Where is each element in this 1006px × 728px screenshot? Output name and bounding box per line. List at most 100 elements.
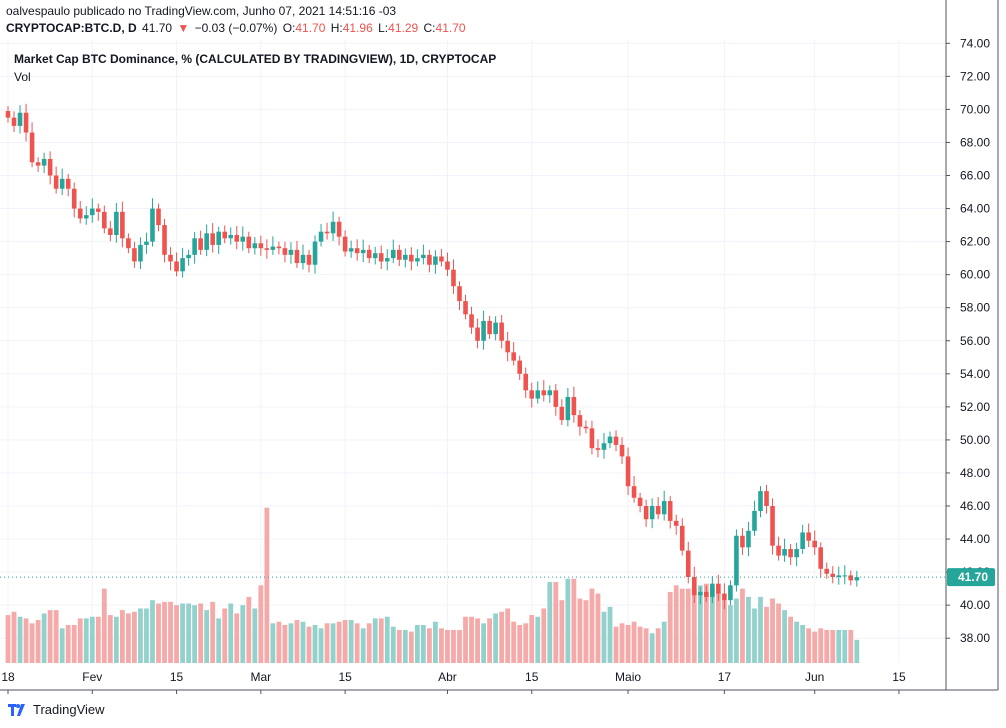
volume-bar bbox=[679, 588, 685, 663]
volume-bar bbox=[475, 618, 480, 663]
candle bbox=[336, 221, 342, 237]
candle bbox=[535, 390, 541, 399]
footer[interactable]: TradingView bbox=[8, 702, 105, 717]
candle bbox=[511, 352, 516, 361]
low-label: L: bbox=[378, 21, 389, 35]
candle bbox=[65, 178, 71, 189]
candle bbox=[818, 547, 823, 569]
candle bbox=[216, 231, 221, 245]
candle bbox=[637, 497, 643, 507]
volume-bar bbox=[246, 596, 252, 663]
volume-bar bbox=[156, 603, 161, 663]
volume-bar bbox=[734, 598, 739, 663]
candle bbox=[722, 593, 727, 601]
close-label: C: bbox=[423, 21, 436, 35]
candle bbox=[324, 231, 330, 234]
volume-bar bbox=[312, 624, 318, 663]
volume-bar bbox=[216, 618, 222, 663]
candle bbox=[517, 360, 522, 374]
volume-bar bbox=[553, 582, 559, 663]
volume-bar bbox=[637, 626, 643, 663]
y-tick-label: 50.00 bbox=[960, 433, 990, 447]
candle bbox=[607, 436, 613, 444]
candle bbox=[41, 158, 47, 166]
candle bbox=[198, 238, 203, 250]
volume-bar bbox=[764, 606, 769, 663]
volume-bar bbox=[577, 598, 583, 663]
candle bbox=[270, 246, 276, 250]
candle bbox=[276, 246, 282, 249]
candle bbox=[35, 162, 41, 166]
volume-bar bbox=[493, 613, 499, 663]
volume-bar bbox=[168, 601, 173, 663]
candle bbox=[246, 236, 252, 249]
candle bbox=[348, 248, 354, 252]
candle bbox=[830, 573, 836, 578]
publish-info: oalvespaulo publicado no TradingView.com… bbox=[6, 4, 397, 18]
candle bbox=[11, 117, 17, 126]
x-tick-label: Mar bbox=[251, 670, 272, 684]
footer-brand: TradingView bbox=[33, 702, 105, 717]
candle bbox=[390, 249, 396, 259]
candle bbox=[126, 238, 131, 249]
candle bbox=[770, 506, 775, 546]
candle bbox=[842, 575, 848, 577]
volume-bar bbox=[505, 608, 511, 663]
volume-bar bbox=[559, 600, 565, 663]
volume-bar bbox=[715, 591, 721, 663]
volume-bar bbox=[276, 621, 282, 663]
candle bbox=[174, 261, 179, 272]
volume-bar bbox=[433, 621, 438, 663]
volume-bar bbox=[673, 585, 679, 663]
x-tick-label: 18 bbox=[1, 670, 15, 684]
close-value: 41.70 bbox=[435, 21, 466, 35]
volume-bar bbox=[264, 507, 270, 663]
y-tick-label: 40.00 bbox=[960, 598, 990, 612]
candle bbox=[312, 241, 318, 265]
volume-bar bbox=[59, 628, 65, 663]
volume-bar bbox=[848, 629, 854, 663]
volume-bar bbox=[806, 628, 812, 663]
volume-bar bbox=[842, 629, 848, 663]
volume-bar bbox=[481, 623, 486, 663]
volume-bar bbox=[571, 578, 577, 663]
candle bbox=[746, 530, 751, 548]
volume-bar bbox=[408, 631, 414, 663]
candle bbox=[481, 320, 486, 341]
candle bbox=[300, 254, 306, 264]
volume-bar bbox=[457, 629, 462, 663]
volume-bar bbox=[384, 616, 390, 663]
candle bbox=[806, 532, 811, 541]
candle bbox=[234, 234, 240, 242]
candle bbox=[240, 236, 246, 242]
volume-bar bbox=[824, 629, 830, 663]
candle bbox=[318, 231, 324, 242]
volume-bar bbox=[95, 616, 101, 663]
candle bbox=[704, 591, 709, 597]
candle bbox=[776, 545, 781, 556]
candle bbox=[710, 583, 715, 597]
volume-bar bbox=[306, 626, 312, 663]
volume-bar bbox=[776, 603, 781, 663]
volume-bar bbox=[685, 588, 691, 663]
y-tick-label: 68.00 bbox=[960, 135, 990, 149]
volume-bar bbox=[89, 616, 95, 663]
volume-bar bbox=[439, 628, 444, 663]
x-tick-label: 15 bbox=[892, 670, 906, 684]
candle bbox=[83, 215, 89, 219]
low-value: 41.29 bbox=[388, 21, 419, 35]
candle bbox=[788, 548, 793, 558]
candle bbox=[150, 208, 155, 242]
y-tick-label: 48.00 bbox=[960, 466, 990, 480]
y-tick-label: 66.00 bbox=[960, 169, 990, 183]
volume-bar bbox=[709, 588, 715, 663]
candle bbox=[613, 436, 619, 445]
volume-bar bbox=[174, 605, 179, 663]
volume-bar bbox=[35, 620, 41, 663]
candle bbox=[529, 390, 535, 399]
volume-bar bbox=[643, 628, 649, 663]
candle bbox=[114, 211, 119, 235]
candle bbox=[264, 248, 270, 250]
volume-bar bbox=[336, 621, 342, 663]
